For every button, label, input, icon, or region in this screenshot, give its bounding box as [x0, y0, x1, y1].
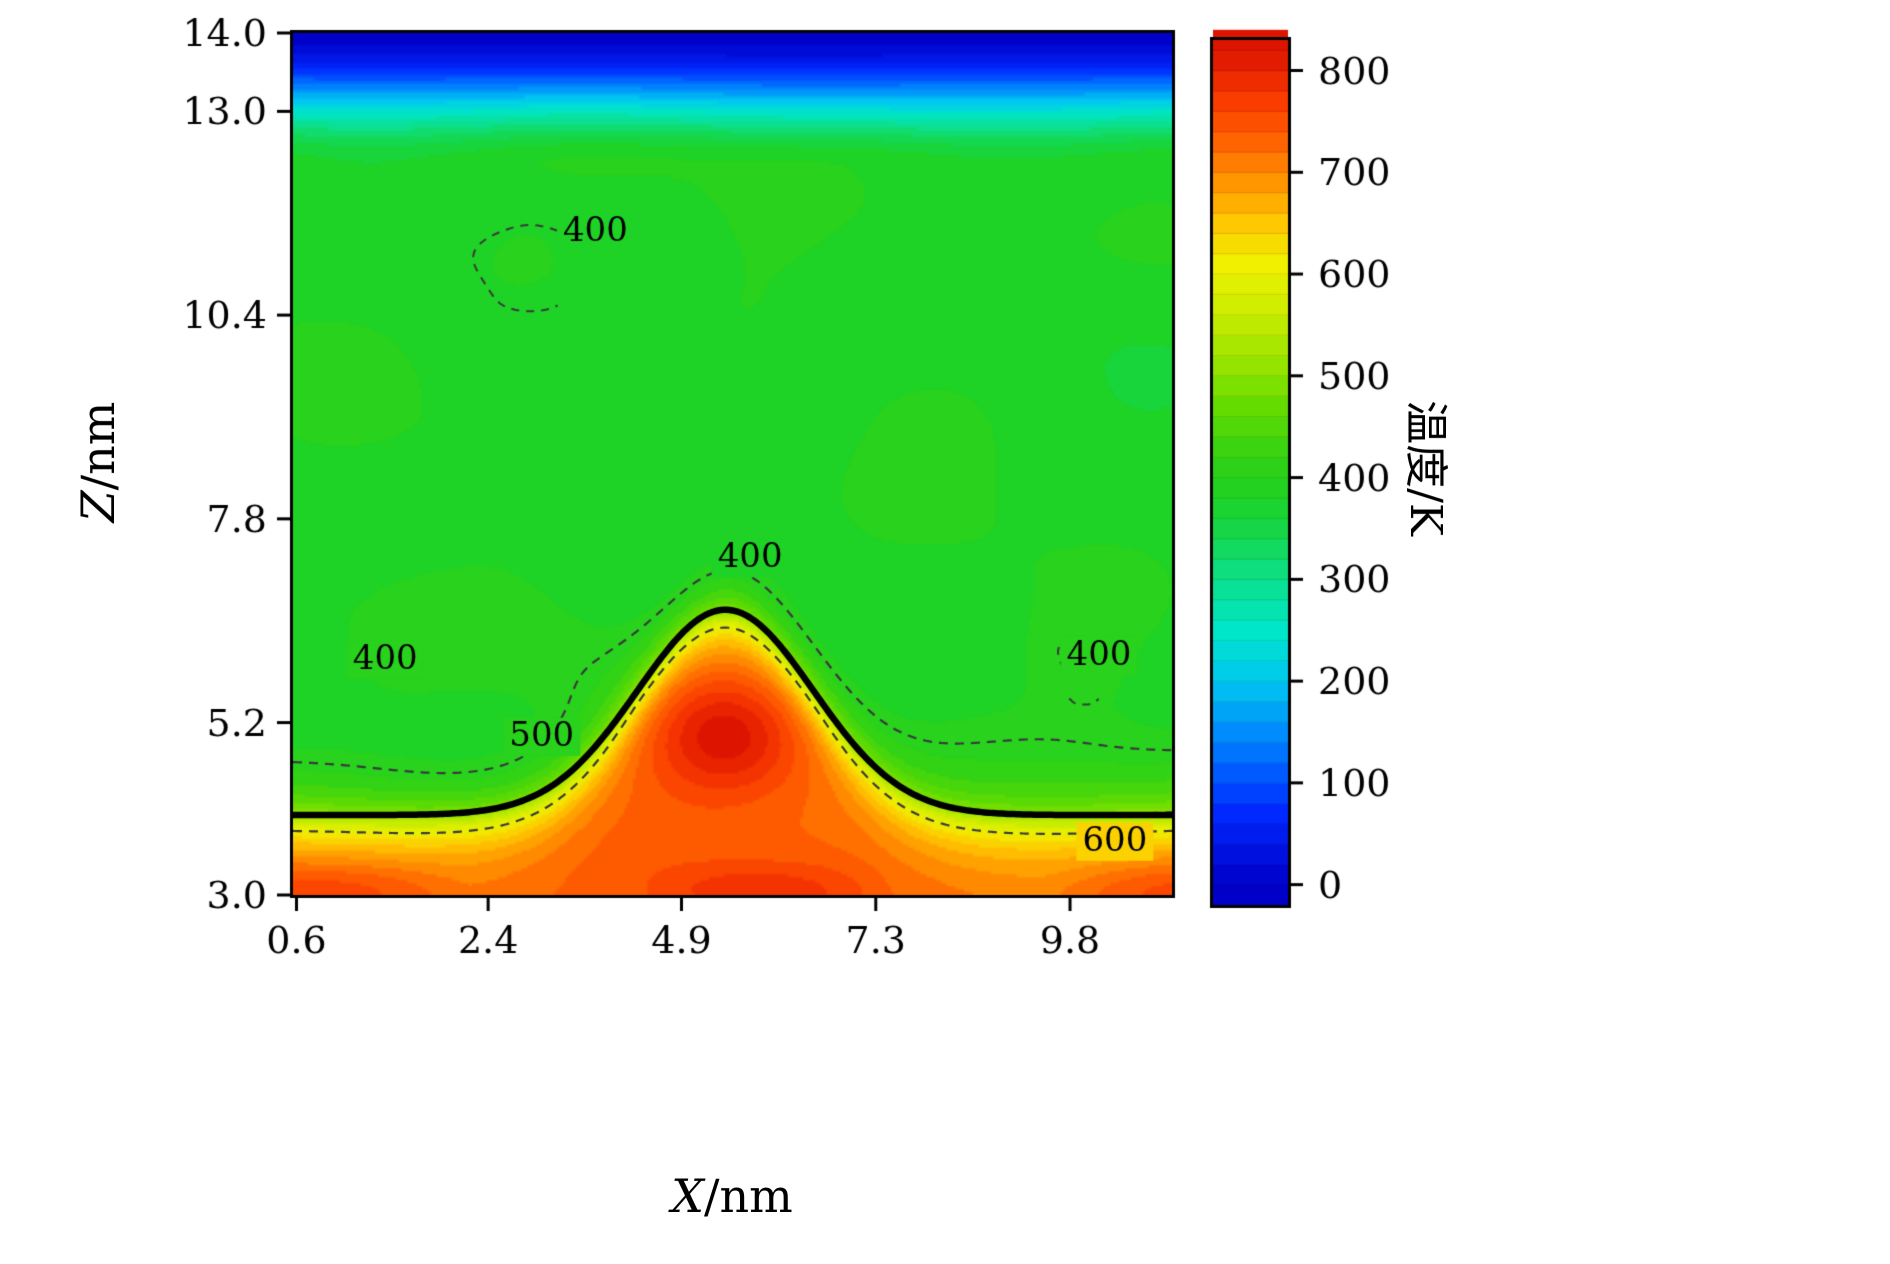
x-axis-unit: /nm: [704, 1169, 793, 1223]
x-axis-variable: X: [671, 1169, 704, 1223]
x-axis-label: X/nm: [671, 1169, 793, 1223]
z-axis-variable: Z: [71, 490, 125, 523]
z-axis-label: Z/nm: [71, 402, 125, 523]
z-axis-unit: /nm: [71, 401, 125, 491]
colorbar-label: 温度/K: [1400, 400, 1451, 536]
